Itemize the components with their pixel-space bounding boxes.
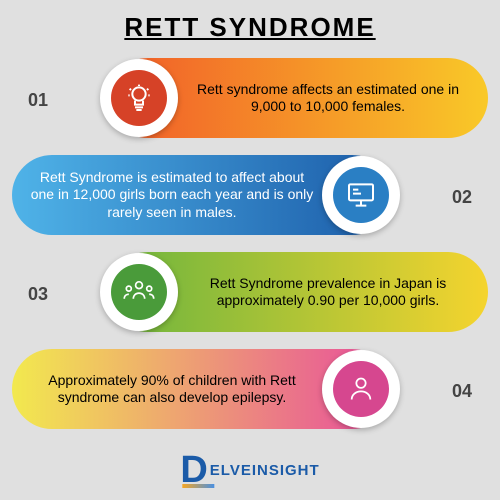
fact-row: Rett Syndrome is estimated to affect abo… bbox=[0, 155, 500, 240]
fact-text: Rett Syndrome prevalence in Japan is app… bbox=[183, 275, 473, 310]
icon-circle bbox=[322, 350, 400, 428]
icon-circle bbox=[100, 253, 178, 331]
fact-row: Approximately 90% of children with Rett … bbox=[0, 349, 500, 434]
fact-text: Rett Syndrome is estimated to affect abo… bbox=[27, 169, 317, 222]
logo-bar bbox=[182, 484, 214, 488]
fact-row: 01 Rett syndrome affects an estimated on… bbox=[0, 58, 500, 143]
logo-letter: D bbox=[180, 449, 207, 492]
row-number: 02 bbox=[452, 187, 472, 208]
icon-circle bbox=[100, 59, 178, 137]
infographic-rows: 01 Rett syndrome affects an estimated on… bbox=[0, 58, 500, 434]
people-icon bbox=[111, 264, 167, 320]
fact-text: Rett syndrome affects an estimated one i… bbox=[183, 81, 473, 116]
bulb-icon bbox=[111, 70, 167, 126]
fact-row: 03 Rett Syndrome prevalence in Japan is … bbox=[0, 252, 500, 337]
icon-circle bbox=[322, 156, 400, 234]
row-number: 01 bbox=[28, 90, 48, 111]
brand-logo: D ELVEINSIGHT bbox=[180, 449, 319, 492]
page-title: RETT SYNDROME bbox=[0, 0, 500, 43]
row-number: 03 bbox=[28, 284, 48, 305]
monitor-icon bbox=[333, 167, 389, 223]
person-icon bbox=[333, 361, 389, 417]
row-number: 04 bbox=[452, 381, 472, 402]
fact-text: Approximately 90% of children with Rett … bbox=[27, 372, 317, 407]
logo-text: ELVEINSIGHT bbox=[210, 462, 320, 479]
